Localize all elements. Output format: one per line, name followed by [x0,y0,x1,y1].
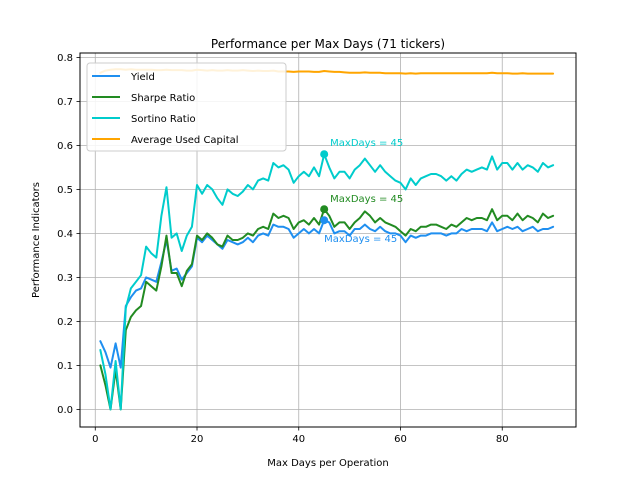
y-tick-label: 0.5 [57,185,73,196]
y-tick-label: 0.1 [57,361,73,372]
legend-label: Average Used Capital [131,135,239,146]
highlight-point [320,150,329,159]
y-tick-label: 0.3 [57,273,73,284]
x-tick-label: 0 [92,434,98,445]
highlight-annotation: MaxDays = 45 [324,234,397,245]
legend-label: Sortino Ratio [131,114,196,125]
legend: Yield Sharpe Ratio Sortino Ratio Average Us… [86,62,287,152]
grid [80,53,576,427]
x-tick-label: 80 [496,434,509,445]
legend-label: Yield [130,72,155,83]
series-line-sharpe-ratio [99,208,555,411]
y-tick-label: 0.8 [57,53,73,64]
y-tick-label: 0.2 [57,317,73,328]
legend-label: Sharpe Ratio [131,93,195,104]
legend-box [86,62,287,152]
highlight-annotation: MaxDays = 45 [330,138,403,149]
highlight-annotation: MaxDays = 45 [330,194,403,205]
chart-title: Performance per Max Days (71 tickers) [211,37,445,51]
series-line-sortino-ratio [99,153,555,411]
highlight-point [320,205,329,214]
x-axis-label: Max Days per Operation [267,458,389,469]
x-tick-label: 40 [292,434,305,445]
y-axis-label: Performance Indicators [31,182,42,298]
y-tick-label: 0.0 [57,405,73,416]
plot-frame [79,52,577,428]
ticks: 0 20 40 60 80 0.0 0.1 0.2 0.3 0.4 0.5 0.6 0.7 0.8 [57,53,509,445]
y-tick-label: 0.7 [57,97,73,108]
x-tick-label: 60 [394,434,407,445]
y-tick-label: 0.6 [57,141,73,152]
x-tick-label: 20 [191,434,204,445]
y-tick-label: 0.4 [57,229,73,240]
markers-layer: MaxDays = 45 MaxDays = 45 MaxDays = 45 [320,138,403,245]
highlight-point [320,216,329,225]
